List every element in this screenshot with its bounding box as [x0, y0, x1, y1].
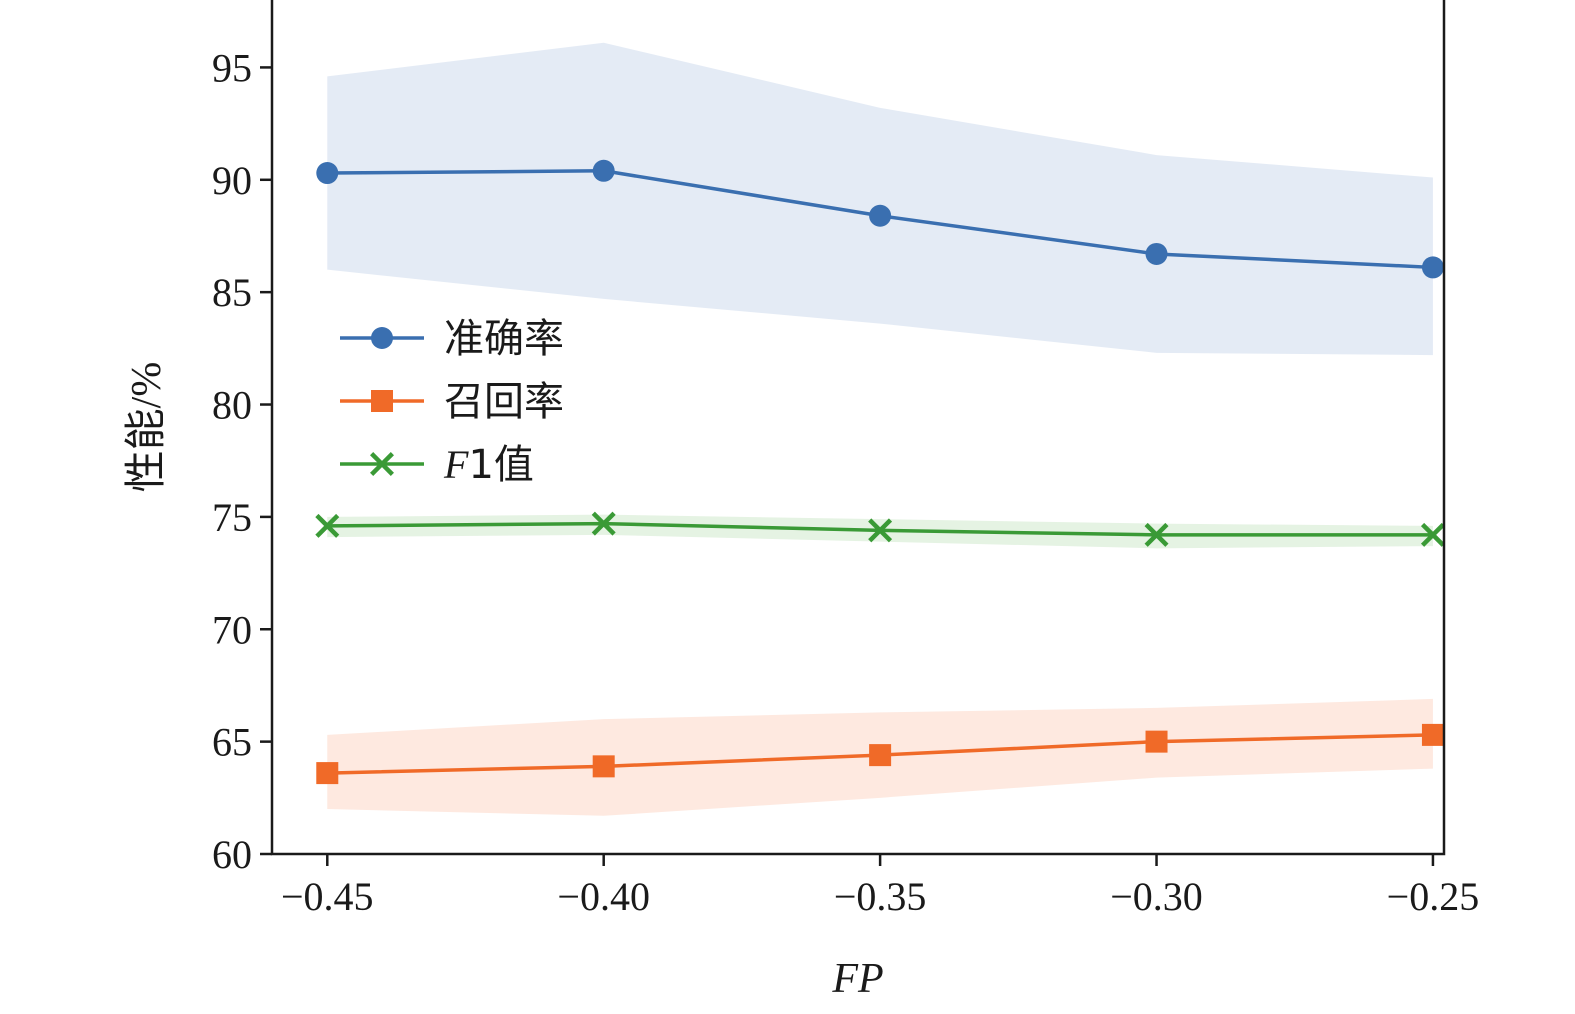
point-series-2-1 — [591, 511, 616, 536]
point-series-2-2 — [868, 518, 893, 543]
series-markers — [315, 159, 1445, 785]
x-tick-label: −0.30 — [1110, 874, 1203, 919]
x-axis-label: FP — [831, 956, 883, 1002]
y-tick-label: 85 — [212, 270, 252, 315]
x-tick-label: −0.35 — [834, 874, 927, 919]
legend-swatch-marker — [370, 452, 394, 476]
x-tick-label: −0.45 — [281, 874, 374, 919]
y-tick-label: 90 — [212, 158, 252, 203]
y-tick-label: 70 — [212, 607, 252, 652]
point-series-1-1 — [592, 755, 615, 778]
point-series-2-0 — [315, 513, 340, 538]
y-axis-ticks: 60 65 70 75 80 85 90 95 — [212, 45, 272, 877]
legend-label: F1值 — [443, 442, 534, 488]
x-tick-label: −0.25 — [1387, 874, 1480, 919]
point-series-0-4 — [1421, 256, 1444, 279]
point-series-0-0 — [316, 162, 339, 185]
y-axis-label: 性能/% — [124, 362, 170, 493]
legend-item-0: 准确率 — [340, 316, 564, 362]
point-series-1-2 — [869, 744, 892, 767]
point-series-0-1 — [592, 159, 615, 182]
plot-frame — [270, 0, 1446, 856]
legend-item-2: F1值 — [340, 442, 534, 488]
x-tick-label: −0.40 — [557, 874, 650, 919]
y-tick-label: 95 — [212, 45, 252, 90]
legend-swatch-marker — [371, 390, 393, 412]
y-tick-label: 60 — [212, 832, 252, 877]
y-tick-label: 65 — [212, 720, 252, 765]
point-series-2-4 — [1420, 522, 1445, 547]
legend-label: 召回率 — [444, 379, 564, 425]
band-series-0 — [327, 42, 1433, 356]
legend-swatch-marker — [371, 327, 393, 349]
legend-label: 准确率 — [444, 316, 564, 362]
y-tick-label: 75 — [212, 495, 252, 540]
point-series-1-3 — [1145, 730, 1168, 753]
x-axis-ticks: −0.45 −0.40 −0.35 −0.30 −0.25 — [281, 854, 1479, 919]
legend-item-1: 召回率 — [340, 379, 564, 425]
point-series-1-4 — [1421, 723, 1444, 746]
point-series-1-0 — [316, 762, 339, 785]
point-series-2-3 — [1144, 522, 1169, 547]
point-series-0-3 — [1145, 242, 1168, 265]
confidence-bands — [327, 42, 1433, 816]
point-series-0-2 — [869, 204, 892, 227]
y-tick-label: 80 — [212, 383, 252, 428]
